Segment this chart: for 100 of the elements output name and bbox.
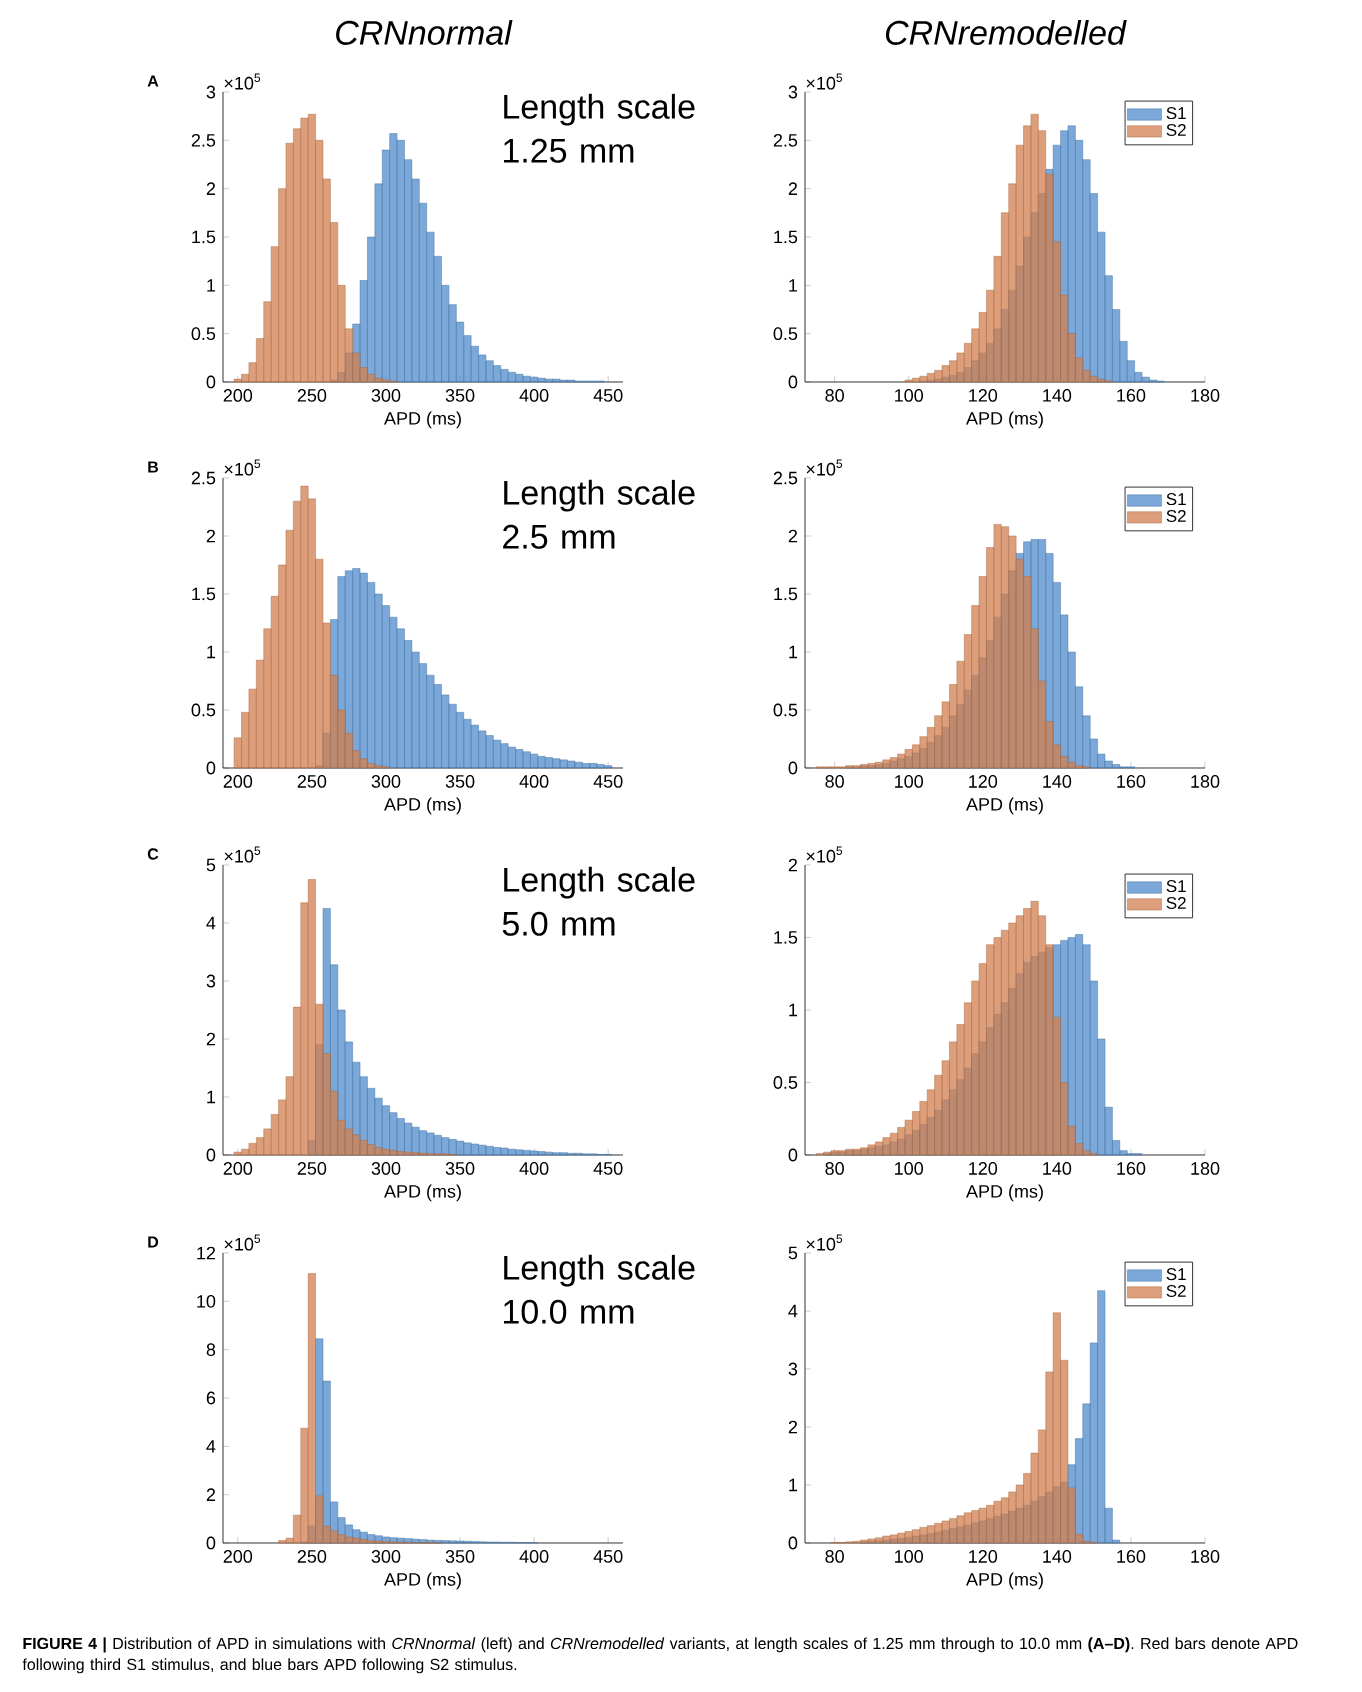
x-tick-label: 350 bbox=[445, 389, 475, 402]
legend-label: S2 bbox=[1166, 123, 1186, 136]
y-tick-label: 12 bbox=[197, 1246, 216, 1260]
y-tick-label: 1 bbox=[789, 1003, 798, 1017]
text: A bbox=[147, 75, 159, 87]
y-tick-label: 1.5 bbox=[192, 587, 216, 601]
y-tick-label: 3 bbox=[206, 85, 216, 99]
text: D bbox=[148, 1236, 159, 1248]
y-tick-label: 6 bbox=[206, 1391, 216, 1405]
x-tick-label: 180 bbox=[1191, 389, 1220, 402]
text: C bbox=[147, 848, 159, 860]
x-tick-label: 120 bbox=[969, 1550, 998, 1563]
y-tick-label: 8 bbox=[206, 1343, 216, 1357]
y-tick-label: 5 bbox=[788, 1246, 798, 1260]
y-tick-label: 0 bbox=[206, 761, 216, 775]
x-axis-title: APD (ms) bbox=[384, 1184, 461, 1202]
x-tick-label: 450 bbox=[593, 775, 623, 788]
x-tick-label: 160 bbox=[1117, 775, 1146, 788]
y-tick-label: 1 bbox=[789, 279, 798, 292]
x-tick-label: 160 bbox=[1117, 1162, 1146, 1175]
y-tick-label: 0 bbox=[206, 1148, 216, 1162]
y-tick-label: 1.5 bbox=[774, 587, 798, 601]
x-tick-label: 160 bbox=[1117, 389, 1146, 402]
y-tick-label: 2 bbox=[788, 529, 798, 543]
y-tick-label: 0.5 bbox=[191, 327, 216, 341]
text: ×10$^{5}$ bbox=[806, 1234, 843, 1251]
x-tick-label: 300 bbox=[371, 389, 401, 402]
y-tick-label: 0 bbox=[206, 375, 216, 389]
x-tick-label: 100 bbox=[895, 1162, 924, 1175]
annotation: Length scale 10.0 mm bbox=[504, 1254, 695, 1324]
text: ×10$^{5}$ bbox=[224, 1234, 261, 1251]
legend-label: S1 bbox=[1166, 107, 1186, 120]
x-tick-label: 200 bbox=[223, 775, 253, 788]
y-tick-label: 10 bbox=[197, 1294, 216, 1308]
y-tick-label: 2.5 bbox=[773, 471, 798, 485]
y-tick-label: 1 bbox=[207, 279, 216, 292]
x-tick-label: 80 bbox=[825, 775, 844, 788]
y-tick-label: 1.5 bbox=[192, 230, 216, 244]
x-tick-label: 400 bbox=[519, 1550, 549, 1563]
x-tick-label: 250 bbox=[297, 389, 327, 402]
annotation: Length scale 2.5 mm bbox=[503, 479, 695, 549]
y-tick-label: 1.5 bbox=[774, 931, 798, 944]
y-tick-label: 1 bbox=[789, 1478, 798, 1492]
x-tick-label: 350 bbox=[445, 1162, 475, 1175]
x-axis-title: APD (ms) bbox=[384, 1572, 461, 1590]
text: ×10$^{5}$ bbox=[806, 73, 843, 90]
y-tick-label: 3 bbox=[788, 1362, 798, 1376]
x-axis-title: APD (ms) bbox=[384, 797, 461, 815]
y-tick-label: 5 bbox=[206, 858, 216, 872]
text: ×10$^{5}$ bbox=[224, 459, 261, 476]
x-tick-label: 120 bbox=[969, 389, 998, 402]
legend-label: S2 bbox=[1166, 1284, 1186, 1297]
x-tick-label: 80 bbox=[825, 389, 844, 402]
x-tick-label: 120 bbox=[969, 1162, 998, 1175]
x-tick-label: 120 bbox=[969, 775, 998, 788]
x-tick-label: 180 bbox=[1191, 775, 1220, 788]
y-tick-label: 3 bbox=[206, 974, 216, 988]
chart-title: CRNremodelled bbox=[885, 19, 1127, 45]
x-tick-label: 300 bbox=[371, 1550, 401, 1563]
text: FIGURE 4 | Distribution of APD in simulations with CRNnormal (left) and CRNremodelled variants, at length scales of 1.25 mm through to 10.0 mm (A–D). Red bars denote APD following third S1 stimulus, and blue bars APD following S2 stimulus. bbox=[22, 1637, 1298, 1674]
y-tick-label: 1.5 bbox=[774, 230, 798, 244]
y-tick-label: 4 bbox=[788, 1304, 798, 1318]
x-tick-label: 80 bbox=[825, 1162, 844, 1175]
x-tick-label: 400 bbox=[519, 1162, 549, 1175]
x-tick-label: 300 bbox=[371, 775, 401, 788]
x-axis-title: APD (ms) bbox=[966, 1184, 1043, 1202]
x-tick-label: 200 bbox=[223, 389, 253, 402]
y-tick-label: 1 bbox=[789, 645, 798, 659]
y-tick-label: 2 bbox=[788, 858, 798, 872]
x-tick-label: 350 bbox=[445, 775, 475, 788]
x-tick-label: 140 bbox=[1043, 1162, 1072, 1175]
x-axis-title: APD (ms) bbox=[384, 411, 461, 429]
y-tick-label: 4 bbox=[206, 916, 216, 930]
x-tick-label: 400 bbox=[519, 389, 549, 402]
annotation: Length scale 1.25 mm bbox=[504, 93, 695, 163]
y-tick-label: 0.5 bbox=[773, 327, 798, 341]
x-tick-label: 100 bbox=[895, 389, 924, 402]
text: ×10$^{5}$ bbox=[806, 846, 843, 863]
text: ×10$^{5}$ bbox=[224, 73, 261, 90]
x-tick-label: 250 bbox=[297, 775, 327, 788]
y-tick-label: 2 bbox=[206, 1032, 216, 1046]
y-tick-label: 2 bbox=[788, 182, 798, 195]
y-tick-label: 1 bbox=[207, 1090, 216, 1104]
x-tick-label: 100 bbox=[895, 1550, 924, 1563]
x-tick-label: 450 bbox=[593, 1550, 623, 1563]
x-tick-label: 140 bbox=[1043, 389, 1072, 402]
x-tick-label: 400 bbox=[519, 775, 549, 788]
y-tick-label: 2 bbox=[206, 182, 216, 195]
y-tick-label: 2.5 bbox=[191, 133, 216, 147]
x-tick-label: 350 bbox=[445, 1550, 475, 1563]
legend-label: S2 bbox=[1166, 509, 1186, 522]
x-tick-label: 250 bbox=[297, 1550, 327, 1563]
x-axis-title: APD (ms) bbox=[966, 797, 1043, 815]
legend-label: S1 bbox=[1166, 880, 1186, 893]
y-tick-label: 3 bbox=[788, 85, 798, 99]
x-tick-label: 450 bbox=[593, 1162, 623, 1175]
y-tick-label: 0 bbox=[788, 1536, 798, 1550]
y-tick-label: 2 bbox=[788, 1420, 798, 1434]
legend-label: S1 bbox=[1166, 493, 1186, 506]
y-tick-label: 0.5 bbox=[773, 1076, 798, 1089]
